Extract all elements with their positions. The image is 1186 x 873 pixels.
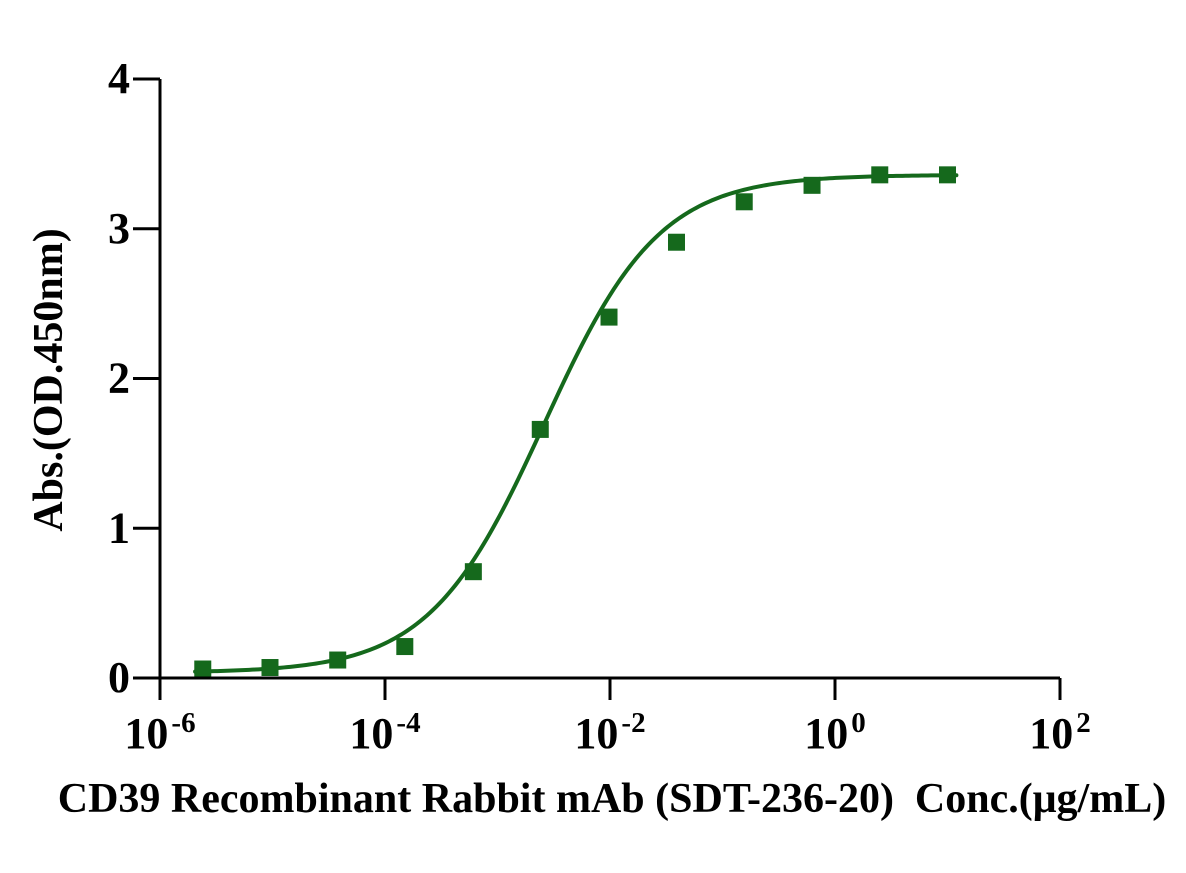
data-point-marker: [261, 659, 279, 677]
y-tick-label: 3: [108, 204, 130, 253]
x-tick-label: 10 -4: [349, 707, 420, 758]
dose-response-curve: [193, 173, 959, 674]
data-point-marker: [329, 651, 347, 669]
y-axis-title: Abs.(OD.450nm): [26, 228, 72, 531]
data-point-marker: [396, 638, 414, 656]
data-point-marker: [600, 308, 618, 326]
x-tick-exponent: 0: [851, 707, 866, 739]
data-point-marker: [871, 166, 889, 184]
y-tick-label: 0: [108, 653, 130, 702]
data-point-marker: [464, 563, 482, 581]
data-point-marker: [735, 193, 753, 211]
y-tick-label: 1: [108, 503, 130, 552]
x-tick-exponent: -2: [621, 707, 645, 739]
x-tick-exponent: 2: [1076, 707, 1091, 739]
x-tick-label: 10 0: [804, 707, 866, 758]
data-point-marker: [803, 176, 821, 194]
data-points-layer: [194, 166, 956, 678]
y-tick-label: 2: [108, 354, 130, 403]
x-tick-label: 10 -6: [124, 707, 195, 758]
x-tick-exponent: -4: [396, 707, 420, 739]
x-tick-label: 10 2: [1029, 707, 1091, 758]
data-point-marker: [194, 660, 212, 678]
fit-curve-layer: [193, 173, 959, 674]
data-point-marker: [667, 233, 685, 251]
x-tick-labels: 10 -6 10 -4 10 -2 10 0 10 2: [124, 707, 1090, 758]
y-tick-labels: 0 1 2 3 4: [108, 54, 130, 702]
axes-layer: [133, 77, 1062, 700]
data-point-marker: [939, 166, 956, 184]
data-point-marker: [531, 420, 549, 438]
x-tick-exponent: -6: [171, 707, 195, 739]
y-tick-label: 4: [108, 54, 130, 103]
x-tick-label: 10 -2: [574, 707, 645, 758]
x-axis-title: CD39 Recombinant Rabbit mAb (SDT-236-20)…: [58, 776, 1166, 822]
